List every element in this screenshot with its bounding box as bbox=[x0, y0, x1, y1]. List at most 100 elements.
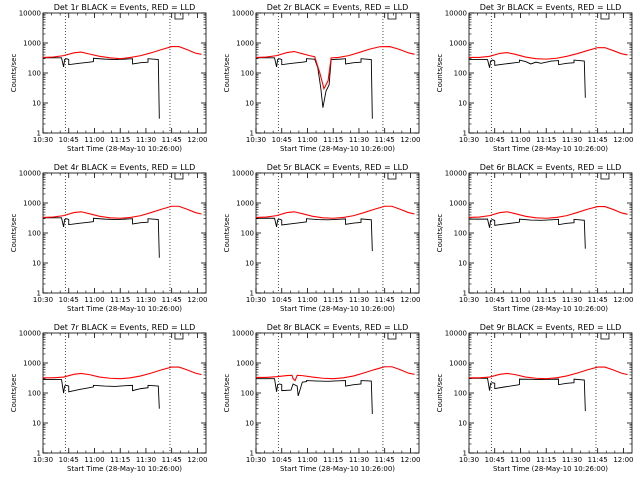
x-tick-label: 12:00 bbox=[187, 296, 207, 304]
x-tick-label: 10:45 bbox=[272, 296, 292, 304]
x-tick-label: 11:45 bbox=[588, 456, 608, 464]
y-tick-label: 10000 bbox=[445, 10, 467, 18]
panel-det-1: Det 1r BLACK = Events, RED = LLD 1 10 100 10… bbox=[10, 3, 208, 153]
panel-title: Det 9r BLACK = Events, RED = LLD bbox=[480, 323, 622, 332]
y-axis-label: Counts/sec bbox=[10, 54, 18, 93]
panel-title: Det 8r BLACK = Events, RED = LLD bbox=[267, 323, 409, 332]
panel-title: Det 5r BLACK = Events, RED = LLD bbox=[267, 163, 409, 172]
y-tick-label: 100 bbox=[241, 390, 254, 398]
panel-det-5: Det 5r BLACK = Events, RED = LLD 1 10 100 10… bbox=[223, 163, 421, 313]
interval-bracket bbox=[600, 173, 610, 180]
panel-det-7: Det 7r BLACK = Events, RED = LLD 1 10 100 10… bbox=[10, 323, 208, 473]
x-tick-label: 12:00 bbox=[400, 296, 420, 304]
y-tick-label: 100 bbox=[241, 230, 254, 238]
y-axis-label: Counts/sec bbox=[436, 214, 444, 253]
panel-det-6: Det 6r BLACK = Events, RED = LLD 1 10 100 10… bbox=[436, 163, 634, 313]
series-lld-line bbox=[42, 46, 202, 60]
x-axis-label: Start Time (28-May-10 10:26:00) bbox=[280, 305, 395, 313]
x-tick-label: 10:45 bbox=[59, 456, 79, 464]
y-tick-label: 1000 bbox=[23, 40, 41, 48]
panel-det-9: Det 9r BLACK = Events, RED = LLD 1 10 100 10… bbox=[436, 323, 634, 473]
plot-frame bbox=[468, 172, 633, 294]
x-tick-label: 11:15 bbox=[110, 296, 130, 304]
x-tick-label: 10:30 bbox=[33, 296, 53, 304]
y-tick-label: 100 bbox=[454, 230, 467, 238]
interval-bracket bbox=[387, 173, 397, 180]
x-tick-label: 10:30 bbox=[246, 456, 266, 464]
y-tick-label: 100 bbox=[454, 70, 467, 78]
x-axis-label: Start Time (28-May-10 10:26:00) bbox=[67, 145, 182, 153]
series-lld-line bbox=[42, 205, 202, 219]
y-tick-label: 1 bbox=[463, 450, 467, 458]
y-tick-label: 100 bbox=[454, 390, 467, 398]
x-axis-label: Start Time (28-May-10 10:26:00) bbox=[67, 305, 182, 313]
y-tick-label: 10000 bbox=[232, 170, 254, 178]
y-tick-label: 10 bbox=[32, 420, 41, 428]
x-tick-label: 11:00 bbox=[297, 136, 317, 144]
panel-title: Det 1r BLACK = Events, RED = LLD bbox=[54, 3, 196, 12]
x-tick-label: 12:00 bbox=[613, 136, 633, 144]
x-tick-label: 11:15 bbox=[536, 296, 556, 304]
y-tick-label: 1000 bbox=[449, 360, 467, 368]
series-lld-line bbox=[469, 47, 628, 60]
interval-bracket bbox=[174, 173, 184, 180]
x-tick-label: 11:15 bbox=[110, 136, 130, 144]
y-tick-label: 10000 bbox=[232, 10, 254, 18]
plot-frame bbox=[255, 332, 420, 454]
x-tick-label: 11:00 bbox=[84, 456, 104, 464]
x-tick-label: 12:00 bbox=[187, 456, 207, 464]
y-tick-label: 1 bbox=[250, 290, 254, 298]
panel-title: Det 7r BLACK = Events, RED = LLD bbox=[54, 323, 196, 332]
panel-title: Det 6r BLACK = Events, RED = LLD bbox=[480, 163, 622, 172]
plot-frame bbox=[468, 332, 633, 454]
y-axis-label: Counts/sec bbox=[223, 54, 231, 93]
series-events-line bbox=[43, 217, 160, 258]
y-tick-label: 1 bbox=[463, 130, 467, 138]
x-axis-label: Start Time (28-May-10 10:26:00) bbox=[280, 145, 395, 153]
y-tick-label: 1 bbox=[37, 130, 41, 138]
x-tick-label: 11:15 bbox=[323, 456, 343, 464]
y-tick-label: 10 bbox=[245, 420, 254, 428]
panel-det-8: Det 8r BLACK = Events, RED = LLD 1 10 100 10… bbox=[223, 323, 421, 473]
plot-frame bbox=[468, 12, 633, 134]
y-axis-label: Counts/sec bbox=[10, 374, 18, 413]
x-tick-label: 11:30 bbox=[136, 456, 156, 464]
x-tick-label: 11:30 bbox=[562, 456, 582, 464]
y-tick-label: 10000 bbox=[445, 330, 467, 338]
x-tick-label: 11:00 bbox=[510, 456, 530, 464]
x-tick-label: 11:30 bbox=[136, 136, 156, 144]
y-tick-label: 1 bbox=[37, 450, 41, 458]
series-events-line bbox=[43, 57, 160, 119]
x-tick-label: 10:45 bbox=[485, 136, 505, 144]
x-tick-label: 11:00 bbox=[297, 456, 317, 464]
y-tick-label: 10 bbox=[458, 420, 467, 428]
y-tick-label: 1000 bbox=[23, 200, 41, 208]
y-tick-label: 100 bbox=[241, 70, 254, 78]
series-events-line bbox=[469, 59, 586, 98]
x-tick-label: 11:45 bbox=[588, 136, 608, 144]
x-tick-label: 11:30 bbox=[349, 296, 369, 304]
x-tick-label: 11:30 bbox=[562, 136, 582, 144]
y-tick-label: 1000 bbox=[236, 200, 254, 208]
x-tick-label: 11:30 bbox=[349, 456, 369, 464]
x-tick-label: 10:45 bbox=[272, 136, 292, 144]
series-events-line bbox=[469, 218, 586, 249]
x-axis-label: Start Time (28-May-10 10:26:00) bbox=[280, 465, 395, 473]
x-tick-label: 10:30 bbox=[246, 296, 266, 304]
y-tick-label: 1000 bbox=[236, 40, 254, 48]
x-tick-label: 12:00 bbox=[400, 456, 420, 464]
interval-bracket bbox=[600, 333, 610, 340]
y-tick-label: 10000 bbox=[19, 10, 41, 18]
x-tick-label: 12:00 bbox=[613, 296, 633, 304]
x-tick-label: 10:45 bbox=[59, 296, 79, 304]
y-tick-label: 100 bbox=[28, 70, 41, 78]
y-tick-label: 10000 bbox=[232, 330, 254, 338]
series-lld-line bbox=[468, 206, 628, 219]
x-tick-label: 11:00 bbox=[297, 296, 317, 304]
x-tick-label: 11:45 bbox=[375, 296, 395, 304]
x-tick-label: 12:00 bbox=[400, 136, 420, 144]
panel-title: Det 2r BLACK = Events, RED = LLD bbox=[267, 3, 409, 12]
y-tick-label: 1 bbox=[37, 290, 41, 298]
series-lld-line bbox=[469, 366, 628, 380]
